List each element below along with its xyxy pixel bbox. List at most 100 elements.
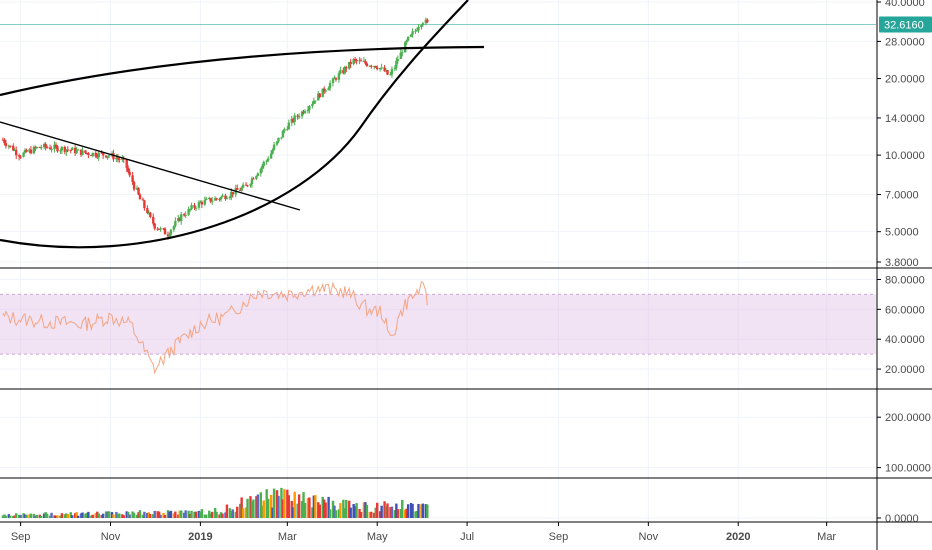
volume-bar bbox=[256, 494, 260, 518]
candle-body bbox=[97, 152, 100, 158]
volume-axis[interactable]: 200.0000 100.0000 0.0000 bbox=[877, 412, 931, 525]
volume-bar bbox=[331, 500, 335, 518]
volume-bar bbox=[426, 504, 429, 518]
candle-body bbox=[200, 201, 204, 205]
candle-body bbox=[277, 137, 280, 142]
volume-bar bbox=[3, 514, 6, 518]
volume-bar bbox=[380, 505, 383, 518]
volume-bar bbox=[269, 494, 273, 518]
volume-bar bbox=[17, 514, 21, 518]
candle-body bbox=[269, 153, 273, 159]
volume-bar bbox=[163, 514, 167, 518]
candle-body bbox=[17, 155, 21, 157]
rsi-pane[interactable] bbox=[0, 280, 876, 375]
candle-body bbox=[250, 178, 254, 185]
volume-bar bbox=[327, 496, 330, 518]
volume-bar bbox=[277, 495, 280, 518]
candle-body bbox=[157, 228, 161, 230]
downtrend-line[interactable] bbox=[0, 121, 301, 211]
candle-body bbox=[135, 187, 139, 190]
candle-body bbox=[3, 139, 6, 144]
volume-tick-label: 200.0000 bbox=[885, 412, 931, 424]
parabolic-arc-upper[interactable] bbox=[0, 45, 485, 97]
candle-body bbox=[188, 209, 192, 211]
candle-body bbox=[373, 66, 376, 68]
volume-bar bbox=[66, 514, 69, 518]
volume-bar bbox=[138, 510, 142, 518]
volume-bar bbox=[414, 511, 417, 518]
candle-body bbox=[104, 155, 108, 158]
volume-bar bbox=[135, 514, 139, 518]
candle-body bbox=[280, 137, 283, 139]
candle-body bbox=[146, 208, 149, 214]
candle-body bbox=[252, 178, 255, 180]
candle-body bbox=[349, 61, 352, 65]
volume-bar bbox=[87, 511, 90, 518]
volume-bar bbox=[84, 513, 87, 518]
volume-bar bbox=[275, 490, 279, 518]
candle-body bbox=[43, 143, 46, 148]
volume-bars bbox=[1, 487, 429, 518]
parabolic-arc-lower[interactable] bbox=[0, 0, 469, 249]
candle-body bbox=[32, 147, 36, 154]
rsi-tick-label: 60.0000 bbox=[885, 304, 925, 316]
candle-body bbox=[66, 149, 69, 151]
volume-bar bbox=[81, 512, 84, 518]
volume-bar bbox=[182, 512, 186, 518]
volume-bar bbox=[153, 510, 156, 518]
volume-bar bbox=[168, 511, 171, 518]
candle-body bbox=[126, 167, 130, 172]
volume-pane[interactable] bbox=[1, 487, 429, 518]
volume-bar bbox=[255, 496, 258, 518]
candle-body bbox=[193, 205, 196, 208]
volume-bar bbox=[424, 504, 428, 518]
rsi-line bbox=[2, 280, 428, 375]
candle-body bbox=[266, 158, 270, 161]
volume-bar bbox=[399, 509, 402, 518]
candle-body bbox=[286, 129, 289, 131]
candle-body bbox=[409, 34, 413, 37]
candle-body bbox=[168, 234, 171, 237]
candle-body bbox=[182, 214, 186, 216]
price-pane[interactable] bbox=[0, 0, 876, 249]
volume-bar bbox=[250, 501, 254, 518]
candle-body bbox=[169, 229, 173, 235]
volume-bar bbox=[132, 512, 136, 518]
time-axis[interactable]: Sep Nov 2019 Mar May Jul Sep Nov 2020 Mar bbox=[11, 522, 837, 543]
volume-bar bbox=[312, 495, 316, 518]
candle-body bbox=[141, 199, 145, 201]
volume-bar bbox=[128, 514, 131, 518]
time-tick-label: 2020 bbox=[726, 531, 750, 543]
candle-body bbox=[231, 191, 235, 195]
volume-bar bbox=[65, 513, 68, 518]
candle-body bbox=[238, 189, 242, 191]
volume-bar bbox=[337, 509, 341, 518]
trendline-drawings[interactable] bbox=[0, 0, 485, 249]
current-price-tag: 32.6160 bbox=[879, 16, 932, 33]
time-tick-label: Nov bbox=[639, 531, 659, 543]
rsi-axis[interactable]: 80.0000 60.0000 40.0000 20.0000 bbox=[877, 274, 925, 376]
candle-body bbox=[415, 30, 419, 32]
volume-bar bbox=[384, 506, 388, 518]
volume-bar bbox=[234, 511, 237, 518]
candle-body bbox=[424, 19, 428, 24]
candle-body bbox=[297, 116, 301, 118]
volume-bar bbox=[34, 515, 37, 518]
volume-bar bbox=[157, 511, 161, 518]
candle-body bbox=[296, 115, 299, 117]
candle-body bbox=[246, 185, 249, 187]
candle-body bbox=[359, 60, 363, 62]
candle-body bbox=[138, 194, 142, 200]
time-tick-label: Sep bbox=[11, 531, 31, 543]
candle-body bbox=[219, 197, 223, 200]
volume-bar bbox=[283, 489, 286, 518]
candle-body bbox=[365, 63, 369, 67]
volume-bar bbox=[303, 502, 307, 518]
volume-bar bbox=[417, 503, 420, 518]
volume-bar bbox=[302, 492, 305, 518]
price-axis[interactable]: 40.0000 28.0000 20.0000 14.0000 10.0000 7.000… bbox=[877, 0, 925, 269]
volume-bar bbox=[259, 492, 263, 518]
candle-body bbox=[9, 145, 12, 147]
candle-body bbox=[414, 30, 417, 32]
